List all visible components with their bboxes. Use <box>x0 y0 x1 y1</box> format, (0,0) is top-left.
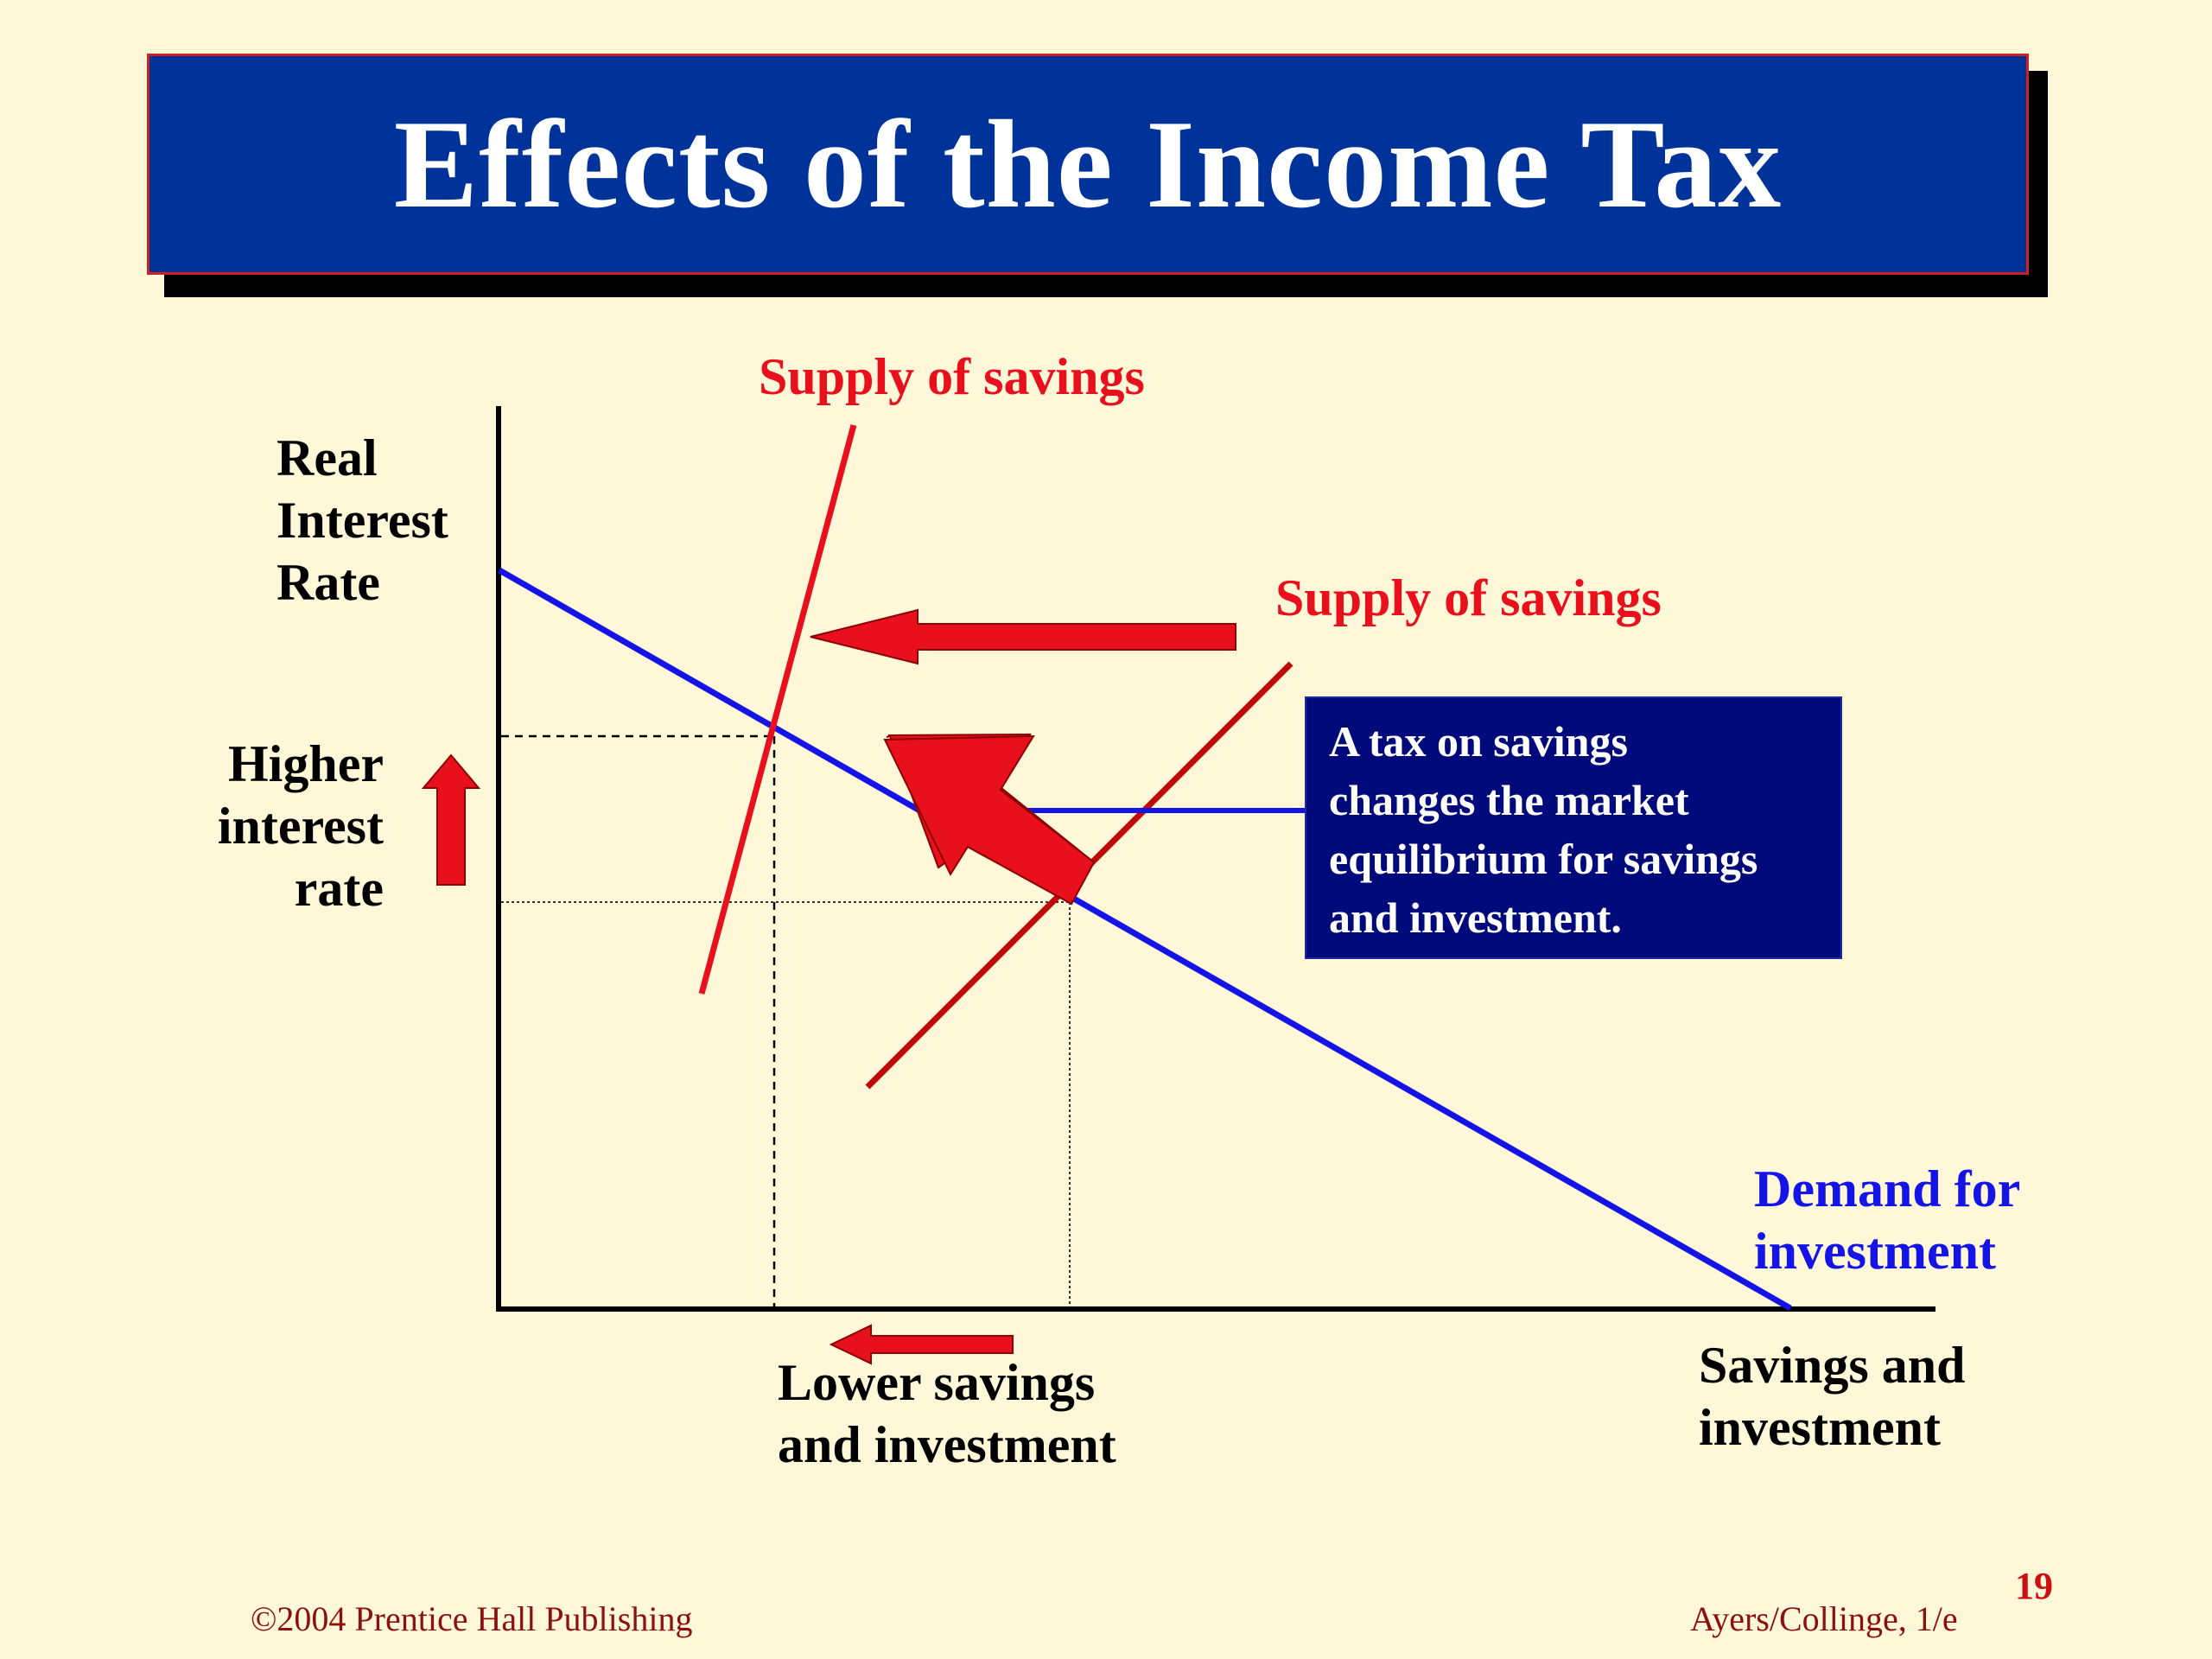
title-bar: Effects of the Income Tax <box>147 54 2029 275</box>
new-supply-label: Supply of savings <box>759 348 1145 405</box>
lower-savings-left-arrow <box>829 1324 1014 1365</box>
shift-left-arrow <box>810 608 1236 665</box>
demand-label: Demand for investment <box>1754 1160 2021 1280</box>
x-axis-label: Savings and investment <box>1699 1337 1966 1456</box>
slide-title: Effects of the Income Tax <box>393 94 1783 234</box>
higher-interest-rate-label: Higher interest rate <box>217 735 384 917</box>
footer-edition: Ayers/Collinge, 1/e <box>1690 1599 1958 1638</box>
y-axis-label: Real Interest Rate <box>276 429 448 611</box>
higher-rate-up-arrow <box>421 753 481 886</box>
demand-curve <box>498 567 1792 1312</box>
page-number: 19 <box>2015 1565 2053 1607</box>
callout-box: A tax on savings changes the market equi… <box>1305 696 1842 959</box>
lower-savings-label: Lower savings and investment <box>778 1354 1116 1473</box>
new-supply-curve <box>698 424 857 995</box>
movement-up-demand-arrow-fill <box>883 734 1096 906</box>
original-supply-label: Supply of savings <box>1275 569 1662 626</box>
footer-copyright: ©2004 Prentice Hall Publishing <box>251 1599 693 1638</box>
